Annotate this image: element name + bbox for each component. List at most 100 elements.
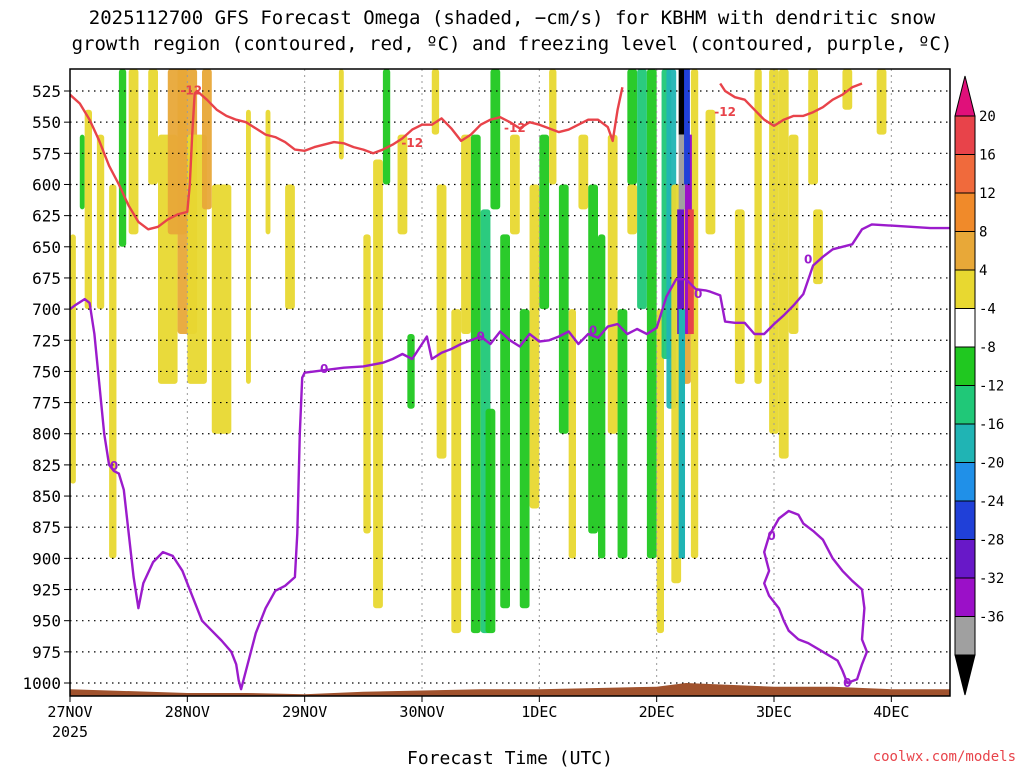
y-axis: 525 550 575 600 625 650 675 700 725 750 775 800 825 8… — [22, 82, 70, 693]
omega-shade-cell — [598, 234, 606, 559]
colorbar-swatch — [954, 346, 976, 386]
omega-shade-cell — [397, 134, 408, 235]
colorbar-swatch — [954, 539, 976, 579]
omega-strong-cell — [678, 69, 686, 135]
omega-shade-cell — [519, 309, 530, 609]
omega-shade-cell — [558, 184, 569, 434]
y-tick-label: 725 — [32, 331, 61, 350]
colorbar-tick-label: -32 — [979, 571, 1004, 587]
contour-label-freezing: 0 — [589, 323, 597, 337]
omega-shade-cell — [70, 234, 76, 484]
omega-shade-cell — [436, 184, 447, 459]
y-tick-label: 550 — [32, 113, 61, 132]
omega-shade-cell — [485, 408, 496, 634]
colorbar: 20 16 12 8 4 -4 -8 -12 -16 -20 -24 -28 -32 -36 — [954, 75, 1004, 696]
contour-label-freezing: 0 — [694, 287, 702, 301]
y-tick-label: 625 — [32, 207, 61, 226]
omega-shade-cell — [627, 184, 638, 235]
omega-shade-cell — [778, 69, 789, 459]
y-tick-label: 900 — [32, 549, 61, 568]
contour-label-freezing: 0 — [843, 676, 851, 690]
colorbar-tick-label: 16 — [979, 148, 996, 164]
omega-shade-cell — [118, 69, 127, 247]
omega-shade-cell — [461, 134, 471, 335]
y-tick-label: 775 — [32, 394, 61, 413]
colorbar-swatch — [954, 577, 976, 617]
contour-label-freezing: 0 — [476, 330, 484, 344]
contour-label-freezing: 0 — [804, 252, 812, 266]
omega-shade-cell — [769, 69, 779, 434]
y-tick-label: 975 — [32, 643, 61, 662]
terrain-area — [70, 683, 950, 696]
colorbar-swatch — [954, 308, 976, 348]
y-tick-label: 650 — [32, 238, 61, 257]
chart-title-line1: 2025112700 GFS Forecast Omega (shaded, −… — [89, 7, 936, 29]
x-tick-year: 2025 — [52, 723, 88, 741]
x-tick-label: 28NOV — [165, 703, 210, 721]
chart-title-line2: growth region (contoured, red, ºC) and f… — [72, 33, 953, 55]
colorbar-swatch — [954, 500, 976, 540]
colorbar-tick-label: -4 — [979, 302, 996, 318]
omega-shade-cell — [265, 109, 271, 235]
omega-shade-cell — [148, 69, 158, 185]
colorbar-swatch — [954, 231, 976, 271]
contour-label-dgz: -12 — [401, 136, 423, 150]
colorbar-swatch — [954, 462, 976, 502]
grid-lines — [69, 69, 950, 696]
x-tick-label: 3DEC — [756, 703, 792, 721]
omega-shade-cell — [84, 109, 92, 310]
contour-line — [70, 223, 950, 691]
omega-shade-cell — [705, 109, 716, 235]
y-tick-label: 1000 — [22, 674, 61, 693]
colorbar-tick-label: -8 — [979, 340, 996, 356]
omega-shade-cell — [734, 209, 745, 384]
omega-shade-cell — [451, 309, 462, 634]
omega-shade-cell — [96, 134, 105, 310]
colorbar-tick-label: -16 — [979, 417, 1004, 433]
contour-label-freezing: 0 — [320, 362, 328, 376]
y-tick-label: 600 — [32, 175, 61, 194]
colorbar-tick-label: -20 — [979, 456, 1004, 472]
y-tick-label: 875 — [32, 518, 61, 537]
omega-shade-cell — [637, 69, 647, 310]
omega-shade-cell — [588, 184, 598, 534]
omega-shade-cell — [549, 69, 557, 185]
omega-strong-cell — [684, 69, 690, 185]
y-tick-label: 575 — [32, 144, 61, 163]
omega-shade-cell — [431, 69, 440, 135]
colorbar-top-arrow — [954, 75, 976, 117]
omega-shade-cell — [529, 184, 540, 509]
omega-shade-cell — [490, 69, 501, 210]
y-tick-label: 800 — [32, 425, 61, 444]
omega-shade-cell — [754, 69, 762, 384]
colorbar-tick-label: -12 — [979, 379, 1004, 395]
omega-shade-cell — [338, 69, 344, 160]
contour-label-freezing: 0 — [110, 459, 118, 473]
colorbar-swatch — [954, 154, 976, 194]
colorbar-tick-label: 4 — [979, 263, 987, 279]
credit-text: coolwx.com/models — [873, 749, 1016, 765]
x-tick-label: 2DEC — [639, 703, 675, 721]
contour-line — [719, 82, 863, 128]
contour-label-freezing: 0 — [767, 529, 775, 543]
colorbar-swatch — [954, 385, 976, 425]
omega-shade-cell — [656, 309, 664, 634]
contour-label-dgz: -12 — [180, 84, 202, 98]
y-tick-label: 825 — [32, 456, 61, 475]
omega-shade-cell — [646, 69, 657, 559]
omega-shade-cell — [627, 69, 638, 185]
colorbar-tick-label: -24 — [979, 494, 1004, 510]
x-tick-label: 4DEC — [873, 703, 909, 721]
omega-shade-cell — [578, 134, 589, 210]
contour-line — [763, 509, 869, 685]
y-tick-label: 750 — [32, 362, 61, 381]
y-tick-label: 850 — [32, 487, 61, 506]
omega-shade-cell — [202, 69, 212, 210]
omega-strong-cell — [678, 309, 686, 559]
y-tick-label: 700 — [32, 300, 61, 319]
omega-shade-cell — [690, 69, 699, 559]
omega-shade-cell — [79, 134, 85, 210]
colorbar-tick-label: 20 — [979, 109, 996, 125]
colorbar-bottom-arrow — [954, 654, 976, 696]
